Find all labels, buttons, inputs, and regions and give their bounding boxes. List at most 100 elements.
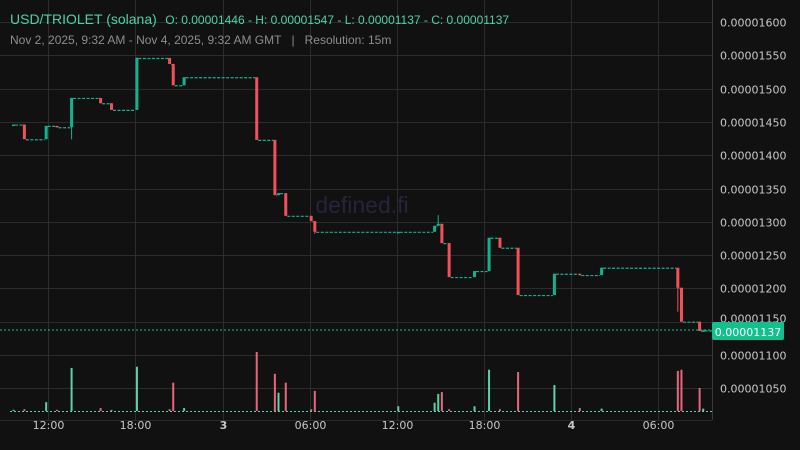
symbol-title: USD/TRIOLET (solana): [10, 11, 157, 27]
volume-bar: [433, 402, 436, 411]
candle-up: [135, 57, 139, 110]
time-tick-label: 3: [220, 419, 228, 432]
volume-bar: [284, 382, 287, 411]
candle-up: [487, 237, 491, 272]
volume-bar: [702, 408, 705, 411]
candle-down: [284, 193, 288, 216]
volume-bar: [310, 409, 313, 411]
grid: [0, 0, 712, 420]
volume-bar: [313, 390, 316, 411]
volume-bar: [12, 409, 15, 411]
volume-bar: [172, 382, 175, 411]
price-tick-label: 0.00001450: [720, 117, 786, 130]
candle-down: [440, 223, 444, 244]
candle-down: [498, 237, 502, 248]
watermark: defined.fi: [315, 192, 408, 218]
chart-subtitle: Nov 2, 2025, 9:32 AM - Nov 4, 2025, 9:32…: [10, 33, 391, 47]
candle-up: [277, 193, 281, 196]
candle-down: [679, 287, 683, 322]
volume-bar: [578, 408, 581, 411]
resolution[interactable]: Resolution: 15m: [304, 33, 392, 47]
price-tick-label: 0.00001100: [720, 350, 786, 363]
candle-up: [44, 125, 48, 140]
time-tick-label: 12:00: [33, 419, 65, 432]
price-tick-label: 0.00001600: [720, 17, 786, 30]
candle-down: [22, 124, 26, 140]
candle-up: [701, 330, 705, 332]
candle-up: [70, 97, 74, 128]
volume-bar: [168, 409, 171, 411]
candle-up: [396, 231, 400, 234]
volume-bar: [553, 385, 556, 411]
price-tick-label: 0.00001200: [720, 283, 786, 296]
candle-down: [55, 125, 59, 128]
candle-down: [313, 221, 317, 232]
separator: |: [291, 33, 295, 47]
price-tick-label: 0.00001400: [720, 150, 786, 163]
price-tick-label: 0.00001300: [720, 217, 786, 230]
volume-bar: [273, 373, 276, 411]
volume-bar: [448, 409, 451, 411]
time-tick-label: 4: [568, 419, 576, 432]
volume-bar: [698, 387, 701, 411]
candle-down: [99, 97, 103, 104]
time-tick-label: 06:00: [643, 419, 675, 432]
volume-bars: [10, 352, 712, 412]
volume-bar: [56, 409, 59, 411]
time-axis[interactable]: 12:00 18:00 3 06:00 12:00 18:00 4 06:00: [33, 419, 675, 432]
volume-bar: [473, 406, 476, 411]
price-tick-label: 0.00001550: [720, 50, 786, 63]
candle-down: [698, 321, 702, 332]
price-tick-label: 0.00001250: [720, 250, 786, 263]
volume-bar: [135, 366, 138, 411]
volume-bar: [676, 370, 679, 411]
volume-bar: [488, 369, 491, 411]
time-tick-label: 18:00: [469, 419, 501, 432]
volume-bar: [397, 406, 400, 411]
price-tick-label: 0.00001050: [720, 383, 786, 396]
volume-bar: [600, 408, 603, 411]
volume-bar: [680, 369, 683, 411]
candle-up: [12, 124, 15, 127]
last-price-label: 0.00001137: [715, 326, 781, 339]
volume-bar: [437, 393, 440, 411]
candle-up: [436, 223, 440, 226]
candle-up: [473, 271, 477, 278]
candle-up: [433, 225, 437, 232]
volume-bar: [255, 352, 258, 411]
volume-bar: [277, 392, 280, 411]
candle-up: [182, 77, 186, 86]
candle-down: [255, 77, 259, 140]
candles: [12, 57, 712, 333]
volume-bar: [440, 392, 443, 411]
ohlc-values: O: 0.00001446 - H: 0.00001547 - L: 0.000…: [165, 13, 510, 27]
price-tick-label: 0.00001500: [720, 84, 786, 97]
volume-bar: [45, 402, 48, 411]
candle-down: [171, 63, 175, 86]
candle-down: [273, 139, 277, 196]
price-tick-label: 0.00001350: [720, 184, 786, 197]
volume-bar: [517, 372, 520, 411]
date-range: Nov 2, 2025, 9:32 AM - Nov 4, 2025, 9:32…: [10, 33, 282, 47]
time-tick-label: 18:00: [120, 419, 152, 432]
volume-bar: [70, 367, 73, 411]
volume-bar: [110, 409, 113, 411]
volume-bar: [183, 408, 186, 411]
candle-down: [309, 215, 313, 222]
chart-legend: USD/TRIOLET (solana) O: 0.00001446 - H: …: [10, 11, 509, 29]
volume-bar: [99, 408, 102, 411]
candle-down: [110, 103, 114, 110]
candle-up: [552, 273, 556, 296]
volume-bar: [498, 409, 501, 411]
candle-down: [516, 247, 520, 296]
time-tick-label: 06:00: [295, 419, 327, 432]
candle-down: [578, 273, 582, 276]
volume-bar: [23, 409, 26, 411]
time-tick-label: 12:00: [382, 419, 414, 432]
candle-down: [168, 57, 172, 64]
candle-down: [676, 267, 680, 288]
last-price-badge: [712, 322, 784, 340]
candle-down: [447, 243, 451, 278]
candle-up: [600, 267, 604, 276]
